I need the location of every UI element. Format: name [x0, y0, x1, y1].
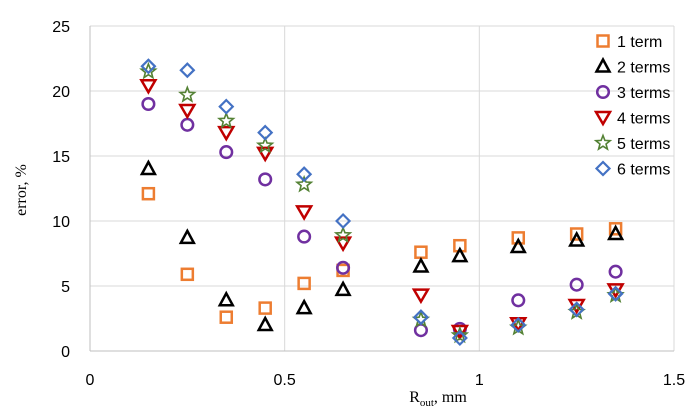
legend-marker	[594, 160, 612, 177]
data-point	[568, 301, 585, 318]
data-point	[451, 329, 468, 347]
series-3	[141, 96, 623, 338]
x-axis-label: Rout, mm	[409, 389, 467, 409]
y-axis-label: error, %	[13, 164, 30, 216]
data-point	[258, 301, 272, 315]
data-point	[256, 315, 274, 332]
data-point	[295, 298, 313, 315]
data-point	[255, 135, 275, 154]
x-tick-label: 0	[86, 372, 95, 389]
legend-label: 5 terms	[617, 136, 670, 153]
data-point	[296, 166, 313, 183]
legend-label: 4 terms	[617, 111, 670, 128]
y-tick-label: 5	[61, 279, 70, 296]
data-point	[178, 228, 196, 245]
data-point	[297, 229, 312, 244]
data-point	[141, 186, 156, 201]
data-point	[178, 103, 197, 120]
series-4	[139, 79, 625, 341]
x-tick-label: 0.5	[274, 372, 296, 389]
data-point	[139, 79, 158, 95]
data-point	[294, 174, 314, 193]
legend-marker	[593, 133, 613, 151]
legend-item: 5 terms	[593, 133, 670, 153]
legend-marker	[594, 56, 612, 73]
series-1	[141, 186, 623, 324]
series-5	[139, 61, 625, 344]
data-point	[335, 212, 352, 230]
data-point	[414, 245, 428, 259]
data-point	[297, 276, 311, 291]
legend-label: 6 terms	[617, 162, 670, 179]
data-point	[141, 96, 156, 112]
data-point	[511, 293, 526, 308]
y-tick-label: 0	[61, 344, 70, 361]
legend-marker	[595, 84, 611, 100]
data-point	[608, 222, 623, 236]
legend-marker	[593, 110, 613, 127]
data-point	[568, 230, 586, 247]
data-points	[139, 58, 625, 347]
data-point	[608, 264, 623, 279]
data-point	[607, 285, 624, 302]
data-point	[219, 310, 234, 324]
data-point	[450, 325, 470, 344]
data-point	[139, 159, 157, 176]
data-point	[510, 316, 527, 334]
data-point	[451, 246, 469, 263]
data-point	[180, 267, 195, 282]
data-point	[334, 280, 352, 297]
legend-item: 4 terms	[593, 110, 670, 128]
data-point	[217, 290, 235, 307]
legend-item: 1 term	[596, 34, 662, 51]
data-point	[412, 256, 430, 273]
data-point	[333, 225, 353, 244]
y-tick-label: 15	[52, 149, 70, 166]
legend-item: 6 terms	[594, 160, 670, 179]
data-point	[257, 124, 274, 141]
data-point	[411, 288, 431, 305]
y-tick-label: 10	[52, 214, 70, 231]
legend-marker	[596, 34, 610, 48]
data-point	[412, 309, 429, 326]
data-point	[180, 117, 195, 132]
legend-label: 2 terms	[617, 60, 670, 77]
axes	[89, 26, 674, 352]
data-point	[258, 172, 273, 187]
legend-item: 3 terms	[595, 84, 670, 102]
data-point	[139, 61, 158, 80]
x-axis-label-subscript: out	[420, 397, 434, 409]
data-point	[509, 237, 527, 254]
y-tick-label: 20	[52, 84, 70, 101]
data-point	[218, 98, 235, 115]
data-point	[178, 85, 197, 103]
data-point	[294, 205, 314, 221]
data-point	[179, 62, 196, 79]
data-point	[217, 125, 236, 142]
x-tick-labels: 0 0.5 1 1.5	[86, 372, 685, 389]
series-2	[139, 159, 625, 332]
data-point	[569, 227, 584, 241]
gridlines	[90, 25, 675, 351]
y-tick-label: 25	[52, 19, 70, 36]
data-point	[569, 277, 584, 292]
legend: 1 term 2 terms 3 terms 4 terms 5 terms 6 term…	[593, 34, 670, 179]
legend-label: 3 terms	[617, 85, 670, 102]
data-point	[140, 58, 157, 75]
data-point	[511, 231, 526, 245]
series-6	[140, 58, 624, 347]
y-tick-labels: 0 5 10 15 20 25	[52, 19, 70, 361]
x-tick-label: 1	[475, 372, 484, 389]
data-point	[217, 111, 236, 129]
legend-item: 2 terms	[594, 56, 670, 77]
x-tick-label: 1.5	[663, 372, 685, 389]
data-point	[219, 145, 234, 160]
legend-label: 1 term	[617, 34, 662, 51]
data-point	[336, 260, 351, 275]
x-axis-label-unit: , mm	[434, 389, 467, 406]
data-point	[607, 224, 625, 241]
x-axis-label-main: R	[409, 389, 420, 406]
